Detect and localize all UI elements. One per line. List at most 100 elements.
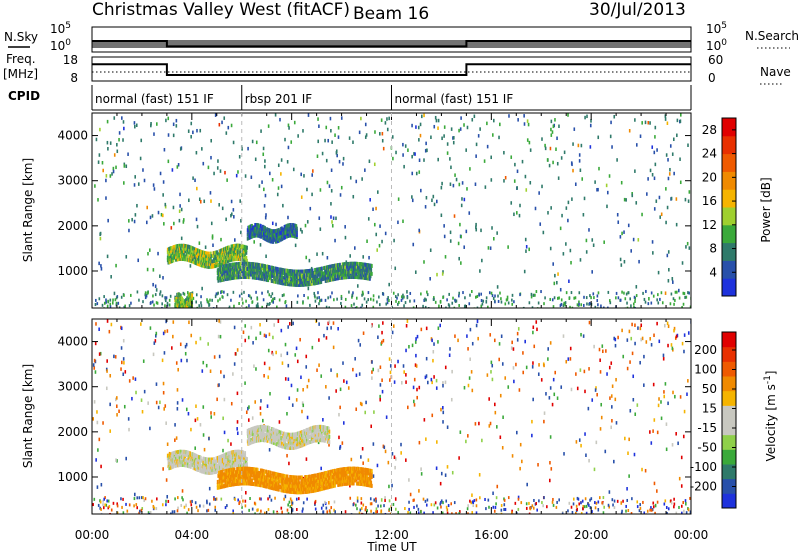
scatter-cell — [372, 207, 374, 212]
scatter-cell — [300, 195, 303, 199]
ground-cell — [296, 508, 298, 512]
ground-cell — [369, 502, 372, 506]
scatter-cell — [544, 146, 547, 151]
ground-cell — [151, 499, 153, 503]
scatter-cell — [411, 154, 413, 159]
echo-cell — [221, 275, 223, 280]
echo-cell — [184, 311, 186, 315]
scatter-cell — [675, 197, 678, 201]
echo-cell — [237, 248, 240, 253]
scatter-cell — [677, 441, 679, 446]
ground-cell — [407, 510, 409, 514]
ground-cell — [446, 298, 448, 302]
scatter-cell — [244, 381, 246, 385]
scatter-cell — [631, 193, 634, 198]
ground-cell — [530, 292, 533, 296]
scatter-cell — [498, 342, 501, 346]
scatter-cell — [437, 118, 440, 123]
echo-cell — [199, 460, 202, 465]
echo-cell — [334, 276, 337, 281]
scatter-cell — [207, 342, 209, 346]
scatter-cell — [208, 436, 210, 441]
echo-cell — [316, 275, 319, 280]
scatter-cell — [140, 138, 143, 143]
scatter-cell — [435, 466, 438, 470]
echo-cell — [219, 262, 222, 267]
scatter-cell — [431, 338, 433, 343]
echo-cell — [337, 263, 340, 268]
scatter-cell — [589, 145, 592, 149]
scatter-cell — [179, 342, 182, 347]
scatter-cell — [153, 132, 155, 136]
scatter-cell — [342, 361, 344, 365]
echo-cell — [355, 272, 358, 277]
scatter-cell — [356, 496, 359, 500]
ground-cell — [500, 297, 502, 301]
echo-cell — [198, 257, 200, 262]
scatter-cell — [358, 372, 361, 376]
echo-cell — [206, 468, 209, 473]
ground-cell — [636, 505, 639, 509]
echo-cell — [234, 249, 237, 254]
echo-cell — [238, 267, 240, 272]
echo-cell — [244, 269, 247, 274]
scatter-cell — [233, 362, 236, 366]
echo-cell — [195, 454, 198, 459]
ground-cell — [333, 500, 336, 504]
scatter-cell — [649, 430, 651, 434]
scatter-cell — [656, 489, 658, 493]
scatter-cell — [162, 391, 165, 395]
echo-cell — [178, 249, 180, 254]
scatter-cell — [559, 287, 562, 292]
scatter-cell — [581, 177, 584, 181]
echo-cell — [184, 246, 187, 251]
scatter-cell — [441, 181, 443, 186]
echo-cell — [199, 254, 202, 259]
nave-tick-bottom: 0 — [708, 71, 716, 85]
ground-cell — [594, 305, 597, 308]
scatter-cell — [609, 134, 612, 139]
scatter-cell — [100, 464, 102, 469]
scatter-cell — [403, 370, 405, 374]
echo-cell — [172, 258, 175, 263]
scatter-cell — [134, 124, 136, 129]
scatter-cell — [145, 293, 148, 298]
scatter-cell — [115, 458, 117, 462]
echo-cell — [221, 250, 224, 255]
scatter-cell — [185, 342, 188, 347]
scatter-cell — [105, 196, 107, 200]
scatter-cell — [272, 352, 274, 357]
ground-cell — [417, 507, 420, 511]
ground-cell — [525, 506, 528, 510]
scatter-cell — [260, 129, 262, 133]
scatter-cell — [176, 401, 179, 405]
scatter-cell — [469, 357, 471, 361]
echo-cell — [312, 270, 315, 275]
echo-cell — [239, 264, 242, 269]
ground-cell — [121, 505, 123, 509]
scatter-cell — [639, 326, 642, 331]
scatter-cell — [328, 184, 331, 188]
scatter-cell — [135, 390, 137, 395]
echo-cell — [281, 232, 283, 237]
ground-cell — [638, 509, 641, 513]
scatter-cell — [516, 186, 518, 190]
ground-cell — [126, 509, 129, 513]
scatter-cell — [203, 447, 206, 452]
ground-cell — [268, 302, 270, 306]
scatter-cell — [259, 331, 262, 335]
ground-cell — [551, 500, 554, 504]
scatter-cell — [511, 340, 513, 345]
ground-cell — [271, 299, 273, 303]
scatter-cell — [511, 454, 514, 458]
scatter-cell — [620, 180, 623, 185]
ground-cell — [495, 496, 498, 500]
ground-cell — [582, 303, 585, 307]
scatter-cell — [331, 224, 334, 228]
ground-cell — [422, 497, 425, 501]
scatter-cell — [424, 205, 427, 209]
ground-cell — [409, 299, 411, 303]
ground-cell — [440, 505, 442, 509]
scatter-cell — [436, 272, 438, 277]
echo-cell — [292, 227, 295, 232]
